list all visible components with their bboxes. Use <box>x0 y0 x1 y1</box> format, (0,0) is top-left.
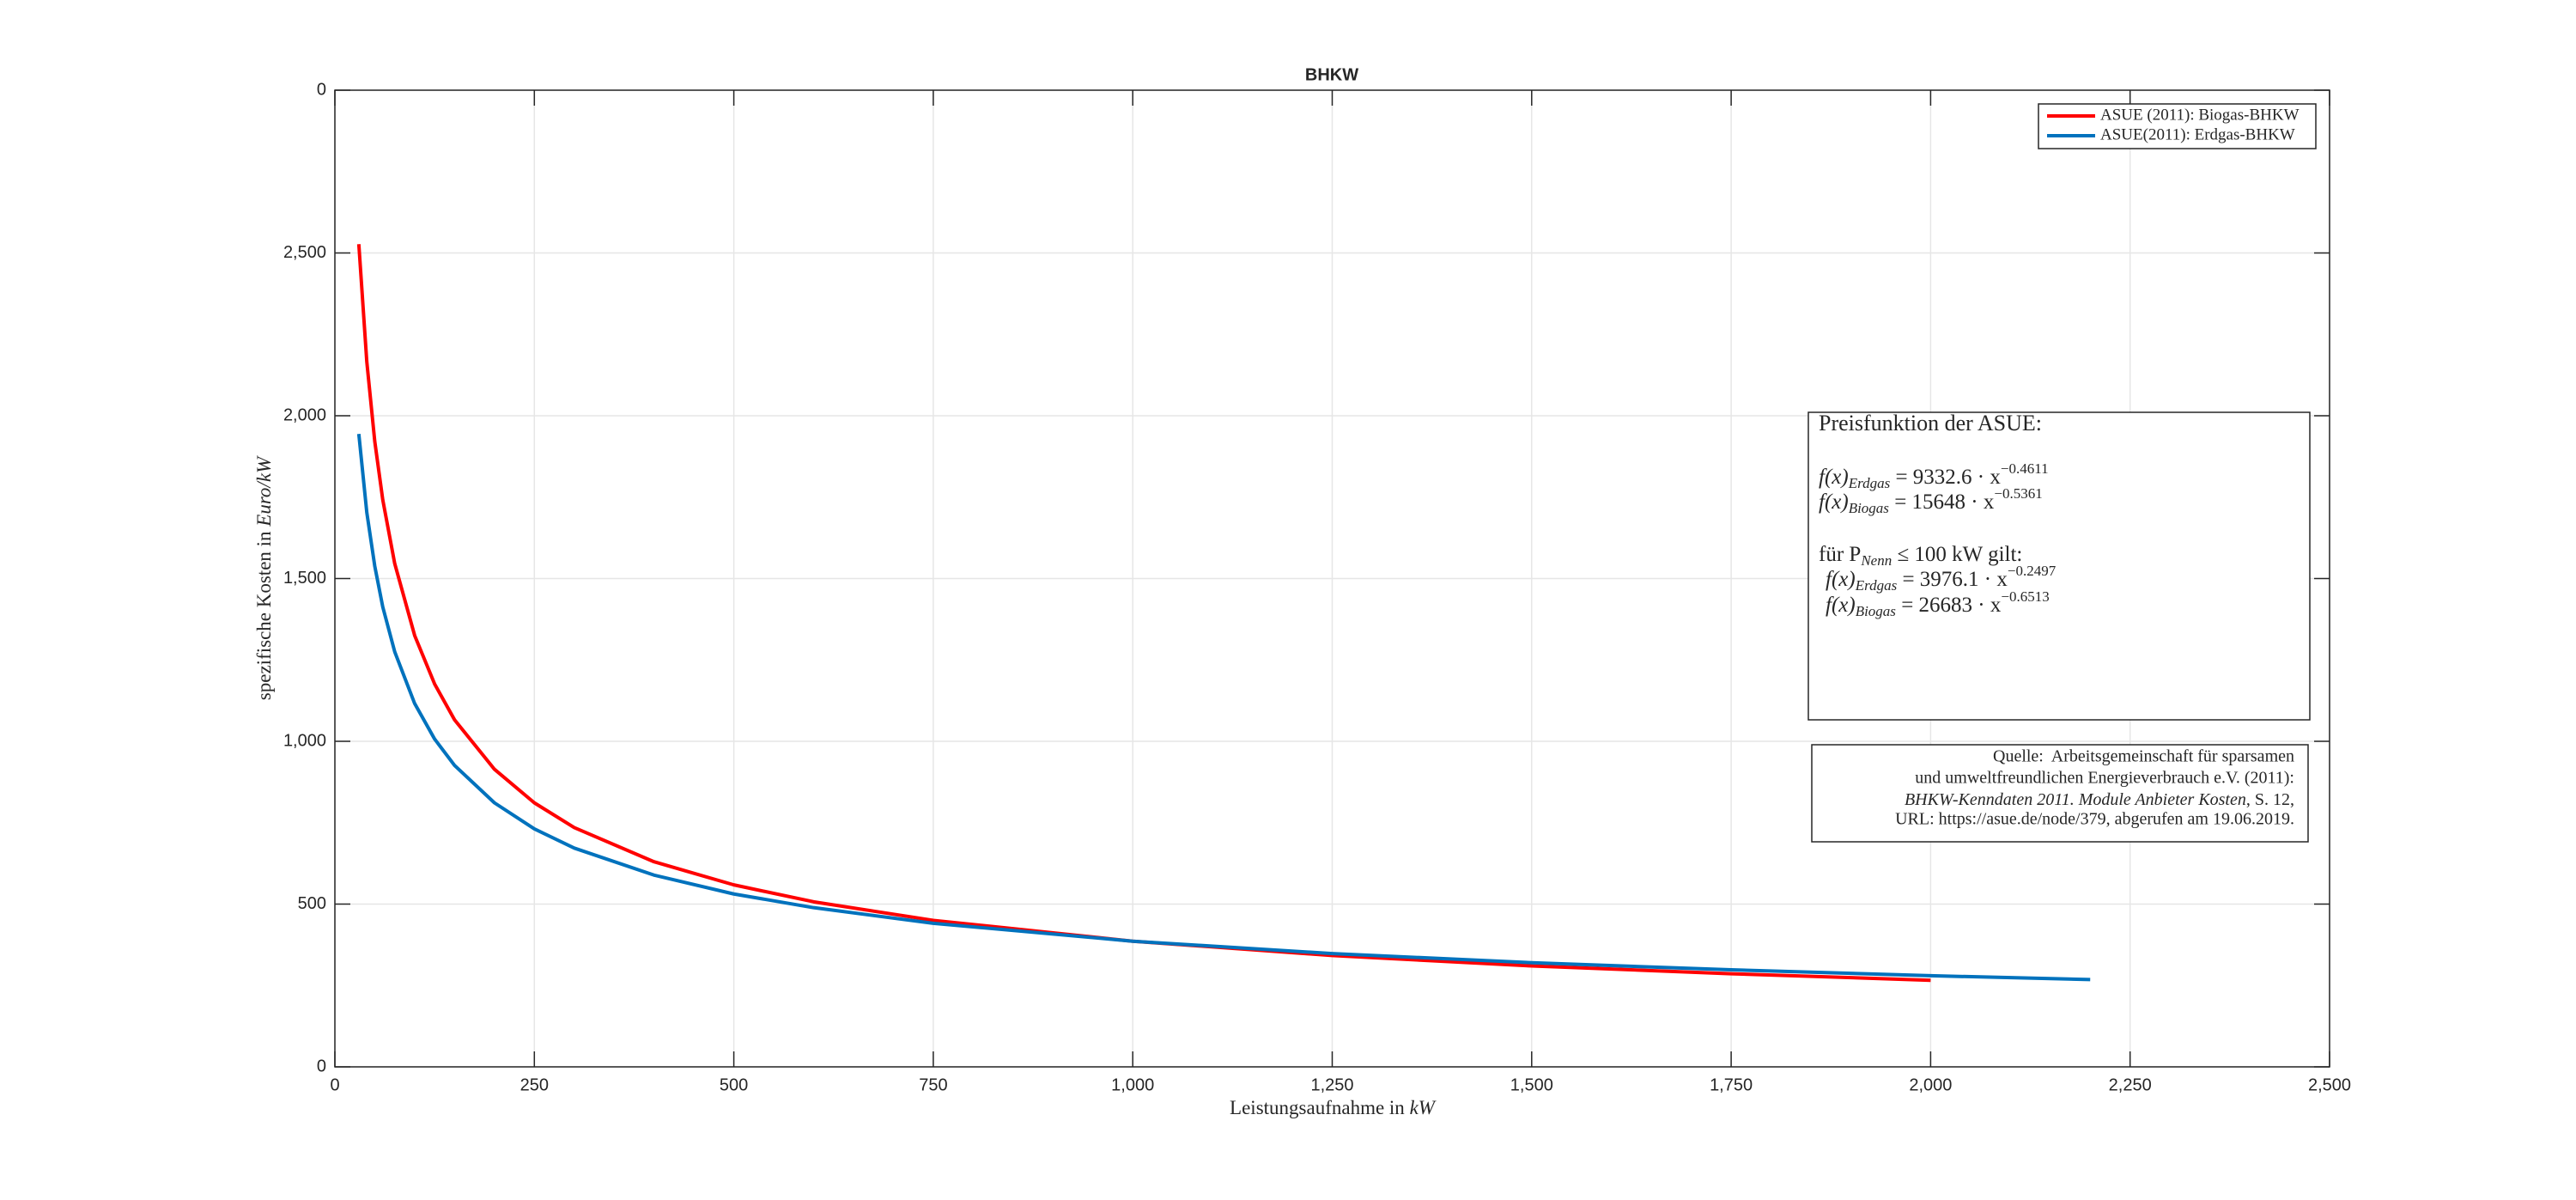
chart-title: BHKW <box>1305 65 1358 84</box>
formula-lhs: f(x) <box>1826 568 1856 591</box>
formula-rhs: = 26683 · x <box>1896 594 2002 617</box>
source-line: Quelle: Arbeitsgemeinschaft für sparsame… <box>1993 747 2294 766</box>
condition-post: ≤ 100 kW gilt: <box>1892 543 2022 566</box>
formula-lhs: f(x) <box>1826 594 1856 617</box>
x-tick-label: 250 <box>520 1075 549 1094</box>
y-tick-label: 500 <box>298 894 326 913</box>
condition-sub: Nenn <box>1860 552 1892 569</box>
x-axis-label-text: Leistungsaufnahme in <box>1230 1097 1410 1118</box>
y-tick-label: 0 <box>317 1057 326 1075</box>
x-tick-label: 2,500 <box>2308 1075 2351 1094</box>
formula-sup: −0.6513 <box>2001 588 2049 605</box>
formula-lhs: f(x) <box>1819 490 1849 514</box>
x-tick-label: 1,750 <box>1710 1075 1753 1094</box>
annotation-formula: f(x)Erdgas = 9332.6 · x−0.4611 <box>1819 460 2049 491</box>
y-axis-label-text: spezifische Kosten in <box>253 527 275 700</box>
y-axis-label: spezifische Kosten in Euro/kW <box>253 455 275 700</box>
formula-rhs: = 3976.1 · x <box>1897 568 2008 591</box>
legend-label: ASUE (2011): Biogas-BHKW <box>2100 106 2300 124</box>
source-italic: BHKW-Kenndaten 2011. Module Anbieter Kos… <box>1905 790 2246 809</box>
source-line: BHKW-Kenndaten 2011. Module Anbieter Kos… <box>1905 790 2294 809</box>
source-box <box>1811 744 2309 843</box>
x-tick-label: 2,000 <box>1909 1075 1952 1094</box>
y-tick-label: 2,000 <box>283 405 326 424</box>
formula-sub: Biogas <box>1849 500 1890 516</box>
x-tick-label: 500 <box>720 1075 748 1094</box>
annotation-formula: f(x)Biogas = 26683 · x−0.6513 <box>1826 588 2050 619</box>
formula-sub: Erdgas <box>1855 577 1898 594</box>
annotation-formula: f(x)Biogas = 15648 · x−0.5361 <box>1819 485 2043 516</box>
annotation-heading: Preisfunktion der ASUE: <box>1819 411 2042 436</box>
formula-sup: −0.4611 <box>2001 460 2049 477</box>
legend-label: ASUE(2011): Erdgas-BHKW <box>2100 125 2295 143</box>
source-line: und umweltfreundlichen Energieverbrauch … <box>1915 769 2294 788</box>
y-tick-label: 1,000 <box>283 731 326 750</box>
annotation-formula: f(x)Erdgas = 3976.1 · x−0.2497 <box>1826 563 2057 594</box>
formula-sup: −0.2497 <box>2008 563 2057 579</box>
y-tick-label: 2,500 <box>283 243 326 262</box>
formula-sub: Biogas <box>1856 603 1897 619</box>
x-tick-label: 1,250 <box>1310 1075 1353 1094</box>
formula-rhs: = 15648 · x <box>1889 490 1995 514</box>
x-tick-label: 1,000 <box>1111 1075 1154 1094</box>
x-tick-label: 2,250 <box>2109 1075 2152 1094</box>
x-axis-label: Leistungsaufnahme in kW <box>1230 1097 1437 1118</box>
y-tick-label: 1,500 <box>283 569 326 588</box>
formula-lhs: f(x) <box>1819 466 1849 489</box>
x-tick-label: 0 <box>330 1075 339 1094</box>
formula-sub: Erdgas <box>1848 475 1891 491</box>
source-line: URL: https://asue.de/node/379, abgerufen… <box>1895 810 2294 829</box>
formula-rhs: = 9332.6 · x <box>1890 466 2001 489</box>
annotation-condition: für PNenn ≤ 100 kW gilt: <box>1819 543 2022 569</box>
y-axis-label-unit: Euro/kW <box>253 455 275 527</box>
condition-pre: für P <box>1819 543 1861 566</box>
formula-sup: −0.5361 <box>1994 485 2042 502</box>
y-tick-label: 0 <box>317 80 326 99</box>
x-tick-label: 750 <box>919 1075 947 1094</box>
annotation-box <box>1807 411 2311 721</box>
series-line <box>356 434 2091 982</box>
source-rest: , S. 12, <box>2246 790 2294 809</box>
x-tick-label: 1,500 <box>1510 1075 1553 1094</box>
legend-box <box>2038 103 2317 149</box>
x-axis-label-unit: kW <box>1410 1097 1437 1118</box>
